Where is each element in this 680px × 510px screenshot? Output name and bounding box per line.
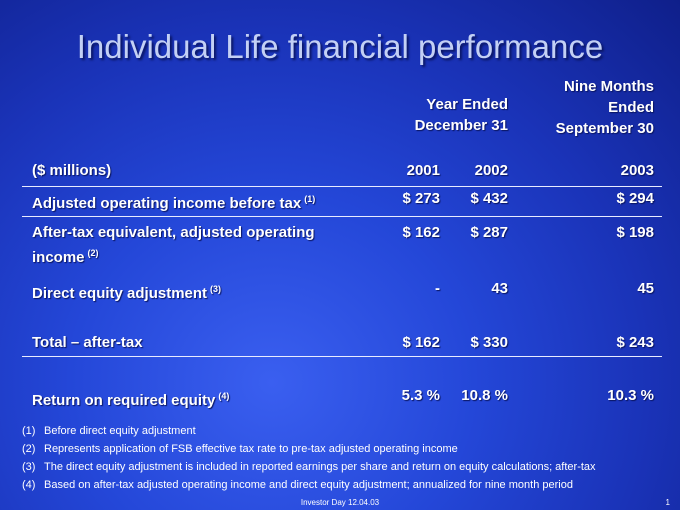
footnote-marker: (1) [22, 425, 36, 437]
row-label-text: Total – after-tax [32, 334, 143, 351]
footnote-text: The direct equity adjustment is included… [44, 461, 596, 473]
rule [22, 216, 662, 217]
column-header: 2001 [406, 162, 440, 179]
row-label: Adjusted operating income before tax (1) [32, 189, 352, 214]
cell: $ 330 [470, 334, 508, 351]
page-number: 1 [665, 498, 670, 507]
footnote: (4) Based on after-tax adjusted operating… [22, 479, 573, 491]
column-header: 2002 [474, 162, 508, 179]
row-label: Return on required equity (4) [32, 386, 352, 411]
cell: - [435, 280, 440, 297]
column-group-header: September 30 [555, 120, 654, 137]
cell: 5.3 % [401, 387, 440, 404]
footnote: (2) Represents application of FSB effecti… [22, 443, 458, 455]
footnote-marker: (2) [22, 443, 36, 455]
column-header: 2003 [620, 162, 654, 179]
title: Individual Life financial performance [76, 28, 604, 65]
footnote-text: Before direct equity adjustment [44, 425, 196, 437]
footnote-text: Based on after-tax adjusted operating in… [44, 479, 573, 491]
cell: $ 287 [470, 224, 508, 241]
cell: 10.3 % [607, 387, 654, 404]
column-group-header: Ended [608, 99, 654, 116]
rule [22, 186, 662, 187]
rule [22, 356, 662, 357]
cell: $ 273 [402, 190, 440, 207]
footnote-marker: (4) [22, 479, 36, 491]
cell: $ 162 [402, 334, 440, 351]
column-group-header: Nine Months [564, 78, 654, 95]
cell: 10.8 % [461, 387, 508, 404]
row-label-text: Adjusted operating income before tax [32, 195, 302, 212]
cell: $ 162 [402, 224, 440, 241]
cell: $ 243 [616, 334, 654, 351]
row-label-text: Return on required equity [32, 392, 216, 409]
cell: $ 294 [616, 190, 654, 207]
row-label: After-tax equivalent, adjusted operating… [32, 223, 352, 268]
row-label-text: Direct equity adjustment [32, 285, 208, 302]
cell: $ 198 [616, 224, 654, 241]
column-group-header: December 31 [414, 117, 508, 134]
footnote-ref: (4) [218, 391, 230, 401]
row-label: Direct equity adjustment (3) [32, 279, 352, 304]
footer: Investor Day 12.04.03 [300, 498, 380, 507]
footnote-text: Represents application of FSB effective … [44, 443, 458, 455]
footnote-ref: (3) [210, 284, 222, 294]
footnote-ref: (2) [87, 248, 99, 258]
footnote: (1) Before direct equity adjustment [22, 425, 196, 437]
footnote: (3) The direct equity adjustment is inclu… [22, 461, 596, 473]
row-label: Total – after-tax [32, 333, 352, 353]
row-label-text: After-tax equivalent, adjusted operating… [32, 224, 315, 266]
cell: 43 [491, 280, 508, 297]
cell: 45 [637, 280, 654, 297]
row-header: ($ millions) [32, 162, 112, 179]
cell: $ 432 [470, 190, 508, 207]
column-group-header: Year Ended [426, 96, 508, 113]
footnote-ref: (1) [304, 194, 316, 204]
footnote-marker: (3) [22, 461, 36, 473]
